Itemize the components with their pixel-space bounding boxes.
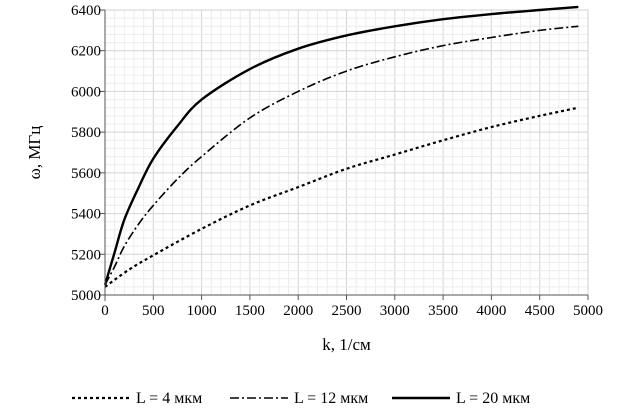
legend-label-l12: L = 12 мкм [294, 390, 368, 407]
y-tick-label: 5600 [71, 166, 101, 182]
x-tick-label: 5000 [573, 303, 603, 319]
y-tick-label: 6000 [71, 84, 101, 100]
x-tick-label: 3500 [428, 303, 458, 319]
x-tick-label: 1500 [235, 303, 265, 319]
series-line-l4 [104, 106, 579, 288]
y-tick-label: 5200 [71, 247, 101, 263]
x-tick-label: 2500 [332, 303, 362, 319]
legend-label-l20: L = 20 мкм [456, 390, 530, 407]
x-tick-label: 1000 [187, 303, 217, 319]
axes [99, 10, 588, 301]
x-tick-label: 0 [101, 303, 109, 319]
x-tick-label: 500 [142, 303, 165, 319]
y-tick-label: 5800 [71, 125, 101, 141]
series-line-l12 [104, 25, 579, 286]
x-tick-label: 4500 [525, 303, 555, 319]
y-axis-label: ω, МГц [25, 126, 44, 180]
grid [104, 9, 589, 296]
tick-labels: 0 500 1000 1500 2000 2500 3000 3500 4000 4500 5000… [71, 3, 603, 319]
x-tick-label: 4000 [476, 303, 506, 319]
y-tick-label: 5400 [71, 207, 101, 223]
series-layer [103, 5, 579, 288]
legend-label-l4: L = 4 мкм [136, 390, 202, 407]
y-tick-label: 6200 [71, 44, 101, 60]
x-axis-label: k, 1/см [322, 335, 371, 354]
x-tick-label: 2000 [283, 303, 313, 319]
legend: L = 4 мкм L = 12 мкм L = 20 мкм [72, 390, 530, 407]
x-tick-label: 3000 [380, 303, 410, 319]
series-line-l20 [103, 5, 579, 286]
y-tick-label: 6400 [71, 3, 101, 19]
y-tick-label: 5000 [71, 288, 101, 304]
